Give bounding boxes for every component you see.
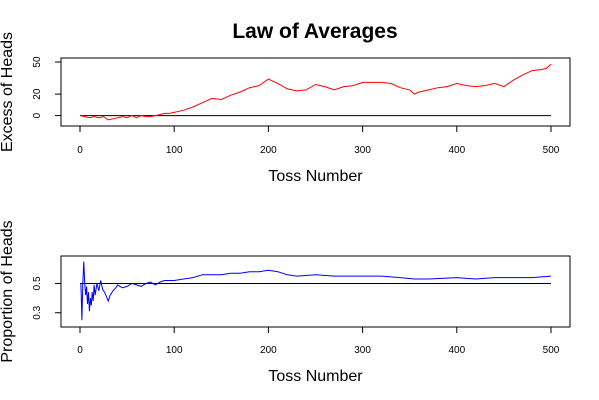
x-tick-label: 300 bbox=[354, 145, 371, 156]
x-tick-label: 200 bbox=[260, 345, 277, 356]
x-axis-label: Toss Number bbox=[268, 168, 363, 185]
series-line-1 bbox=[80, 63, 552, 121]
x-tick-label: 0 bbox=[77, 145, 83, 156]
plot-frame-1 bbox=[60, 57, 571, 127]
y-tick-label: 0 bbox=[32, 112, 43, 118]
y-axis-label: Excess of Heads bbox=[0, 32, 16, 152]
x-tick-label: 200 bbox=[260, 145, 277, 156]
y-tick-label: 50 bbox=[32, 56, 43, 68]
x-tick-label: 500 bbox=[543, 345, 560, 356]
y-tick-label: 20 bbox=[32, 88, 43, 100]
x-tick-label: 300 bbox=[354, 345, 371, 356]
x-tick-label: 100 bbox=[166, 145, 183, 156]
x-tick-label: 100 bbox=[166, 345, 183, 356]
series-line-2 bbox=[80, 261, 552, 321]
y-tick-label: 0.3 bbox=[32, 305, 43, 319]
x-axis-label: Toss Number bbox=[268, 368, 363, 385]
plot-frame-2 bbox=[60, 255, 571, 328]
x-tick-label: 500 bbox=[543, 145, 560, 156]
chart-title: Law of Averages bbox=[232, 20, 397, 43]
x-tick-label: 400 bbox=[448, 345, 465, 356]
x-tick-label: 400 bbox=[448, 145, 465, 156]
x-tick-label: 0 bbox=[77, 345, 83, 356]
y-axis-label: Proportion of Heads bbox=[0, 220, 16, 362]
y-tick-label: 0.5 bbox=[32, 276, 43, 290]
